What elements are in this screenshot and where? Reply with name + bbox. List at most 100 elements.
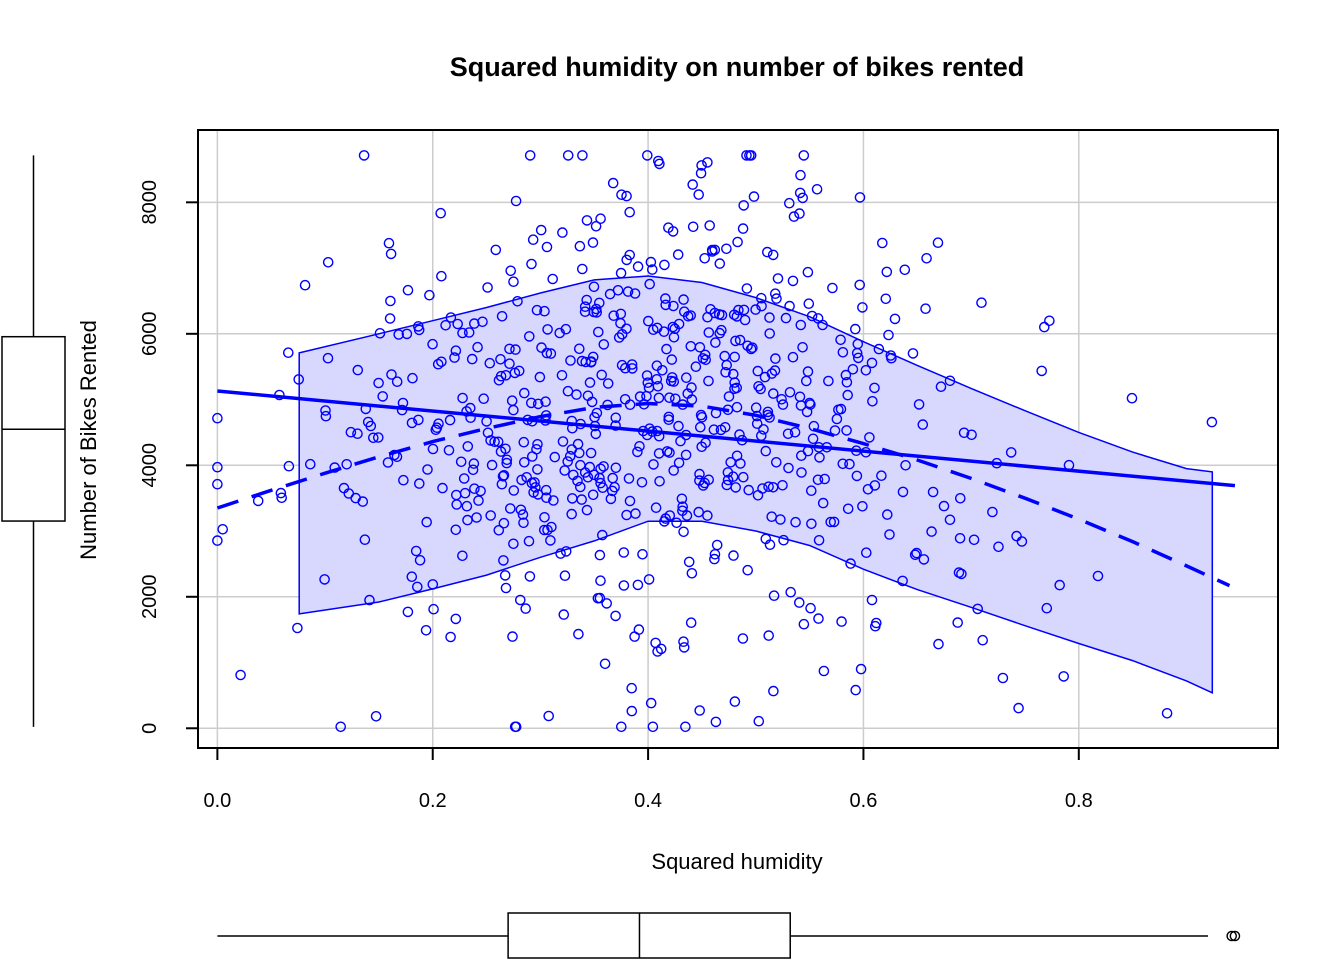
data-point [850, 684, 862, 696]
data-point [738, 471, 749, 483]
data-point [532, 438, 543, 450]
data-point [422, 464, 433, 475]
data-point [851, 470, 863, 482]
data-point [629, 631, 640, 642]
data-point [768, 685, 779, 697]
data-point [624, 206, 636, 218]
data-point [461, 406, 472, 417]
data-point [518, 517, 529, 529]
data-point [767, 249, 779, 261]
data-point [650, 637, 661, 649]
data-point [813, 613, 824, 624]
data-point [575, 481, 586, 493]
data-point [853, 352, 864, 364]
data-point [322, 256, 334, 268]
data-point [542, 324, 553, 335]
data-point [795, 319, 807, 331]
data-point [463, 327, 475, 338]
data-point [737, 633, 749, 644]
data-point [484, 357, 496, 369]
marginal-boxplots [1, 155, 1241, 959]
data-point [667, 321, 679, 333]
data-point [1044, 315, 1055, 327]
data-point [588, 281, 600, 293]
data-point [559, 465, 571, 476]
data-point [558, 609, 570, 620]
data-point [493, 525, 505, 536]
data-point [653, 155, 664, 167]
data-point [794, 391, 806, 403]
data-point [794, 208, 805, 219]
data-point [541, 492, 552, 504]
data-point [319, 574, 330, 585]
data-point [566, 508, 578, 520]
data-point [918, 554, 930, 565]
y-tick-label-3: 6000 [139, 312, 161, 357]
data-point [374, 327, 386, 339]
data-point [673, 457, 685, 469]
data-point [675, 435, 686, 447]
data-point [825, 516, 837, 528]
data-point [678, 526, 689, 538]
data-point [574, 343, 585, 355]
data-point [492, 436, 504, 448]
data-point [362, 416, 374, 428]
data-point [598, 461, 609, 472]
data-point [1005, 447, 1017, 458]
data-point [473, 495, 484, 506]
data-point [398, 474, 409, 486]
data-point [654, 475, 665, 487]
data-point [1011, 530, 1022, 542]
data-point [624, 495, 636, 507]
data-point [743, 484, 755, 496]
data-point [547, 273, 559, 285]
data-point [897, 575, 908, 587]
data-point [884, 529, 895, 540]
data-point [710, 337, 721, 348]
data-point [610, 420, 621, 431]
data-point [626, 682, 638, 694]
data-point [341, 458, 353, 470]
data-point [764, 328, 776, 339]
data-point [556, 369, 568, 381]
data-point [643, 574, 655, 585]
data-point [444, 414, 456, 426]
data-point [885, 350, 897, 361]
data-point [521, 471, 533, 483]
data-point [850, 323, 861, 335]
data-point [817, 497, 829, 509]
data-point [610, 610, 621, 622]
y-tick-label-4: 8000 [139, 180, 161, 225]
data-point [805, 602, 816, 614]
data-point [595, 575, 606, 587]
data-point [507, 631, 518, 642]
data-point [632, 446, 643, 458]
data-point [696, 411, 708, 423]
data-point [385, 248, 397, 260]
data-point [345, 426, 357, 438]
data-point [585, 447, 597, 459]
data-point [789, 426, 801, 438]
data-point [660, 293, 671, 304]
data-point [876, 470, 887, 482]
data-point [778, 534, 789, 546]
data-point [461, 500, 473, 512]
data-point [386, 369, 397, 380]
data-point [738, 304, 750, 316]
data-point [750, 304, 761, 315]
data-point [782, 428, 794, 440]
data-point [526, 397, 537, 409]
data-point [710, 716, 722, 728]
data-point [493, 374, 505, 386]
data-point [235, 669, 246, 681]
data-point [677, 505, 688, 517]
data-point [747, 342, 758, 354]
data-point [615, 267, 627, 279]
data-point [457, 327, 468, 339]
data-point [721, 243, 732, 255]
data-point [555, 548, 566, 559]
data-point [668, 300, 679, 312]
data-point [402, 606, 414, 618]
data-point [790, 516, 801, 528]
data-point [661, 343, 672, 355]
